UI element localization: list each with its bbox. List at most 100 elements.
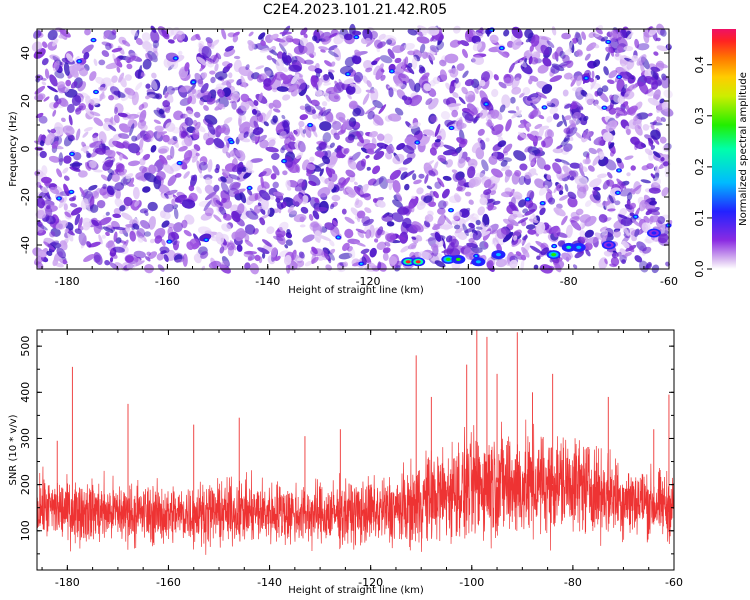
spectrogram-speckle xyxy=(268,102,274,109)
spectrogram-speckle xyxy=(491,168,503,178)
y-tick-label: 300 xyxy=(19,428,32,449)
top-x-axis-label: Height of straight line (km) xyxy=(288,285,424,296)
spectrogram-speckle xyxy=(566,60,574,69)
spectrogram-speckle xyxy=(583,115,589,122)
spectrogram-speckle xyxy=(272,165,280,176)
spectrogram-speckle xyxy=(284,136,292,146)
hot-spot-core xyxy=(455,257,461,261)
spectrogram-speckle xyxy=(93,58,98,67)
spectrogram-speckle xyxy=(244,251,257,255)
spectrogram-speckle xyxy=(534,178,546,189)
spectrogram-speckle xyxy=(196,92,204,98)
spectrogram-speckle xyxy=(159,154,168,166)
spectrogram-speckle xyxy=(621,224,630,237)
spectrogram-speckle xyxy=(331,194,341,202)
spectrogram-speckle xyxy=(638,199,647,212)
spectrogram-speckle xyxy=(605,104,614,112)
spectrogram-speckle xyxy=(525,122,532,128)
spectrogram-spot-core xyxy=(606,40,610,43)
spectrogram-speckle xyxy=(294,55,307,64)
spectrogram-speckle xyxy=(403,170,415,179)
spectrogram-speckle xyxy=(318,46,329,51)
spectrogram-speckle xyxy=(251,108,258,115)
spectrogram-speckle xyxy=(130,29,139,37)
spectrogram-speckle xyxy=(363,253,372,265)
spectrogram-spot-core xyxy=(500,47,504,50)
spectrogram-speckle xyxy=(203,199,212,212)
spectrogram-speckle xyxy=(602,179,610,190)
spectrogram-speckle xyxy=(488,155,498,165)
spectrogram-speckle xyxy=(83,253,96,263)
spectrogram-speckle xyxy=(372,114,384,126)
y-tick-label: 20 xyxy=(19,94,32,108)
spectrogram-speckle xyxy=(255,65,265,70)
spectrogram-speckle xyxy=(279,73,289,81)
spectrogram-speckle xyxy=(422,31,427,36)
spectrogram-speckle xyxy=(570,101,578,110)
spectrogram-speckle xyxy=(392,45,405,54)
colorbar-tick-label: 0.0 xyxy=(693,260,706,278)
spectrogram-speckle xyxy=(113,207,122,215)
spectrogram-speckle xyxy=(215,102,226,110)
spectrogram-speckle xyxy=(481,176,494,188)
spectrogram-speckle xyxy=(579,162,584,172)
spectrogram-speckle xyxy=(151,50,159,60)
x-tick-label: -120 xyxy=(356,275,381,288)
spectrogram-speckle xyxy=(493,74,499,81)
spectrogram-speckle xyxy=(403,43,415,50)
spectrogram-speckle xyxy=(214,71,228,80)
spectrogram-speckle xyxy=(364,106,377,115)
spectrogram-speckle xyxy=(233,188,246,195)
spectrogram-speckle xyxy=(69,162,83,167)
spectrogram-speckle xyxy=(41,81,47,86)
spectrogram-speckle xyxy=(366,148,375,155)
spectrogram-spot-core xyxy=(70,190,73,193)
spectrogram-speckle xyxy=(542,57,552,67)
spectrogram-speckle xyxy=(434,123,441,137)
spectrogram-spot-core xyxy=(94,90,98,93)
spectrogram-speckle xyxy=(215,199,224,207)
spectrogram-speckle xyxy=(621,63,630,72)
spectrogram-speckle xyxy=(89,71,97,81)
spectrogram-panel: -180 -160 -140 -120 -100 -80 -60 -40 -20 0 20 40 H… xyxy=(8,23,678,296)
spectrogram-speckle xyxy=(619,208,628,216)
spectrogram-speckle xyxy=(50,240,60,246)
spectrogram-speckle xyxy=(584,229,594,238)
y-tick-label: 400 xyxy=(19,382,32,403)
spectrogram-speckle xyxy=(481,159,489,172)
spectrogram-speckle xyxy=(79,187,86,197)
spectrogram-speckle xyxy=(470,216,477,223)
spectrogram-speckle xyxy=(433,161,439,171)
spectrogram-speckle xyxy=(398,73,410,84)
spectrogram-speckle xyxy=(648,138,654,147)
spectrogram-speckle xyxy=(142,186,151,193)
spectrogram-speckle xyxy=(434,138,441,143)
spectrogram-speckle xyxy=(491,237,496,245)
spectrogram-speckle xyxy=(293,45,308,55)
spectrogram-speckle xyxy=(145,256,151,262)
spectrogram-speckle xyxy=(650,129,661,140)
spectrogram-speckle xyxy=(237,167,243,173)
spectrogram-speckle xyxy=(396,143,406,151)
spectrogram-speckle xyxy=(389,169,401,181)
spectrogram-speckle xyxy=(222,213,232,221)
spectrogram-speckle xyxy=(282,94,291,101)
spectrogram-speckle xyxy=(444,53,459,64)
spectrogram-speckle xyxy=(261,252,266,259)
spectrogram-speckle xyxy=(609,150,615,157)
spectrogram-speckle xyxy=(625,102,631,114)
spectrogram-speckle xyxy=(567,196,578,208)
spectrogram-speckle xyxy=(177,50,183,56)
spectrogram-speckle xyxy=(220,181,230,195)
spectrogram-speckle xyxy=(407,28,418,36)
spectrogram-speckle xyxy=(91,219,100,227)
spectrogram-speckle xyxy=(270,247,278,258)
spectrogram-speckle xyxy=(556,120,564,128)
spectrogram-speckle xyxy=(191,89,199,95)
spectrogram-speckle xyxy=(209,54,220,64)
spectrogram-speckle xyxy=(415,234,423,242)
spectrogram-speckle xyxy=(221,197,227,203)
hot-spot-core xyxy=(405,260,411,264)
spectrogram-speckle xyxy=(362,75,368,84)
spectrogram-speckle xyxy=(508,213,518,221)
